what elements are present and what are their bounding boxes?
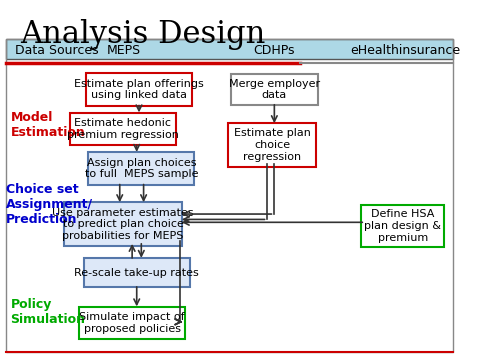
FancyBboxPatch shape bbox=[79, 307, 185, 339]
Text: Define HSA
plan design &
premium: Define HSA plan design & premium bbox=[364, 209, 442, 243]
Text: MEPS: MEPS bbox=[107, 45, 141, 58]
Text: Estimate hedonic
premium regression: Estimate hedonic premium regression bbox=[67, 118, 179, 140]
FancyBboxPatch shape bbox=[6, 39, 453, 59]
Text: eHealthinsurance: eHealthinsurance bbox=[350, 45, 460, 58]
Text: Use parameter estimates
to predict plan choice
probabilities for MEPS: Use parameter estimates to predict plan … bbox=[52, 207, 194, 241]
Text: Estimate plan offerings
using linked data: Estimate plan offerings using linked dat… bbox=[74, 79, 204, 100]
Text: Policy
Simulation: Policy Simulation bbox=[11, 298, 86, 326]
FancyBboxPatch shape bbox=[88, 152, 194, 185]
FancyBboxPatch shape bbox=[70, 113, 176, 145]
Text: Analysis Design: Analysis Design bbox=[20, 19, 265, 50]
FancyBboxPatch shape bbox=[84, 258, 190, 287]
Text: Re-scale take-up rates: Re-scale take-up rates bbox=[74, 268, 199, 278]
FancyBboxPatch shape bbox=[230, 74, 318, 105]
FancyBboxPatch shape bbox=[362, 205, 444, 247]
FancyBboxPatch shape bbox=[86, 73, 192, 106]
Text: Model
Estimation: Model Estimation bbox=[11, 111, 85, 139]
Text: CDHPs: CDHPs bbox=[254, 45, 295, 58]
Text: Data Sources: Data Sources bbox=[15, 45, 99, 58]
Text: Choice set
Assignment/
Prediction: Choice set Assignment/ Prediction bbox=[6, 183, 93, 226]
Text: Assign plan choices
to full  MEPS sample: Assign plan choices to full MEPS sample bbox=[84, 157, 198, 179]
Text: Merge employer
data: Merge employer data bbox=[229, 79, 320, 100]
Text: Simulate impact of
proposed policies: Simulate impact of proposed policies bbox=[80, 312, 185, 334]
FancyBboxPatch shape bbox=[228, 123, 316, 167]
FancyBboxPatch shape bbox=[64, 202, 182, 246]
Text: Estimate plan
choice
regression: Estimate plan choice regression bbox=[234, 129, 310, 162]
